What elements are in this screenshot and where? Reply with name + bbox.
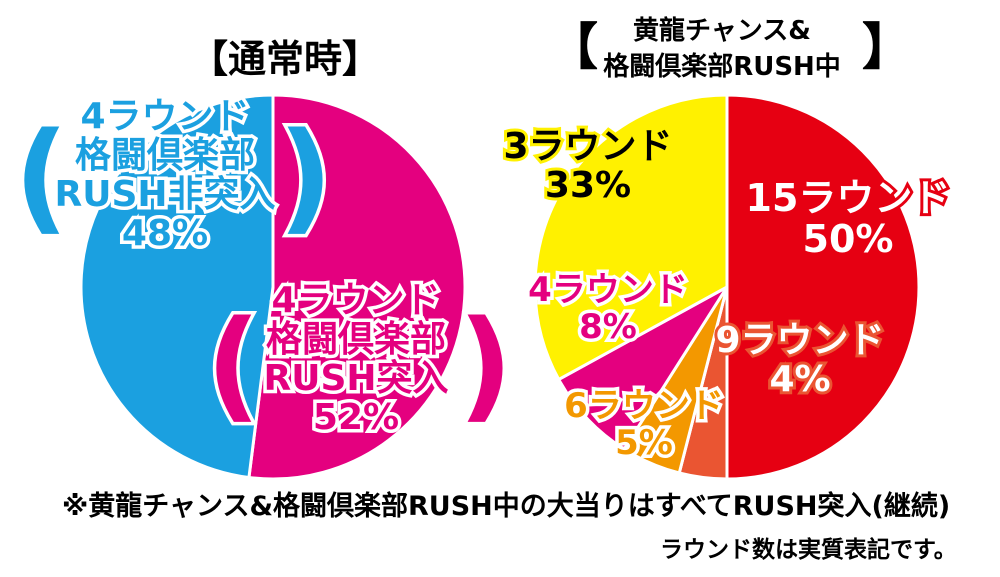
pie-slice-15-rounds [725,93,921,481]
right-chart-title-line2: 格闘倶楽部RUSH中 [603,52,841,82]
pie-slice-3-rounds [533,93,729,382]
label-left-rush-non-entry: 4ラウンド 格闘倶楽部 RUSH非突入 48% [40,94,290,256]
label-kakutou-club: 格闘倶楽部 [262,317,449,363]
label-rush-status: RUSH突入 [260,355,452,401]
label-right-4-rounds: 4ラウンド 8% [518,268,698,348]
pie-slice-rush-non-entry [79,93,275,480]
label-rounds: 6ラウンド [561,384,728,427]
label-right-3-rounds: 3ラウンド 33% [488,124,688,208]
footnote-line2: ラウンド数は実質表記です。 [660,537,957,563]
label-percent: 48% [118,210,211,256]
label-right-9-rounds: 9ラウンド 4% [700,318,900,402]
paren-open-blue: ( [11,108,73,247]
label-rounds: 4ラウンド [268,278,444,324]
label-percent: 50% [800,215,897,262]
right-chart-title-line1: 黄龍チャンス& [633,16,811,46]
paren-open-pink: ( [203,296,265,435]
right-title-bracket-close: 】 [862,18,912,76]
label-percent: 4% [766,357,833,402]
label-percent: 52% [309,394,402,440]
label-percent: 8% [576,305,641,348]
label-right-6-rounds: 6ラウンド 5% [544,384,744,464]
right-title-bracket-open: 【 [548,18,598,76]
pie-chart-rush [533,93,921,481]
label-rounds: 4ラウンド [77,94,253,140]
label-right-15-rounds: 15ラウンド 50% [738,174,958,262]
label-rounds: 4ラウンド [525,268,692,311]
label-percent: 33% [542,163,634,208]
label-rounds: 15ラウンド [743,174,954,221]
pie-slice-rush-entry [247,93,467,481]
label-rounds: 9ラウンド [712,318,887,363]
label-rounds: 3ラウンド [500,124,675,169]
paren-close-pink: ) [455,296,517,435]
pie-chart-normal [79,93,467,481]
label-percent: 5% [612,421,677,464]
label-left-rush-entry: 4ラウンド 格闘倶楽部 RUSH突入 52% [236,278,476,440]
pie-slice-4-rounds [556,285,729,452]
footnote-line1: ※黄龍チャンス&格闘倶楽部RUSH中の大当りはすべてRUSH突入(継続) [62,491,951,522]
label-rush-status: RUSH非突入 [51,171,279,217]
label-kakutou-club: 格闘倶楽部 [71,133,258,179]
paren-close-blue: ) [275,108,337,247]
left-chart-title: 【通常時】 [190,37,381,81]
